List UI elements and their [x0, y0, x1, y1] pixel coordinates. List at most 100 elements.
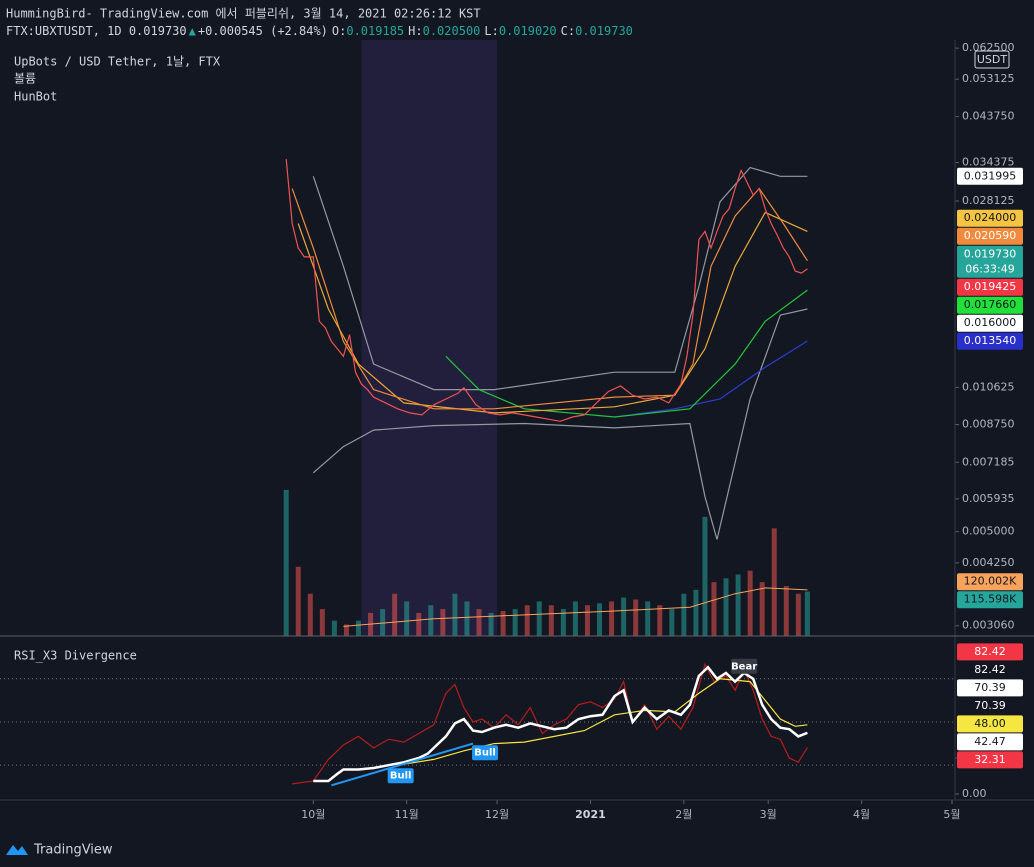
- value-badge: [957, 167, 1023, 185]
- volume-bar: [633, 599, 639, 636]
- rsi-title: RSI_X3 Divergence: [14, 649, 137, 663]
- volume-bar: [356, 620, 362, 636]
- volume-bar: [560, 609, 566, 636]
- volume-bar: [548, 605, 554, 636]
- ohlc-key: O:: [332, 24, 346, 38]
- y-tick-label: 0.028125: [962, 194, 1015, 207]
- value-badge-label: 0.024000: [964, 211, 1017, 224]
- value-badge-label: 0.017660: [964, 298, 1017, 311]
- volume-bar: [428, 605, 434, 636]
- volume-bar: [524, 605, 530, 636]
- value-badge-label: 0.016000: [964, 316, 1017, 329]
- volume-bar: [609, 601, 615, 636]
- value-badge-label: 82.42: [974, 663, 1006, 676]
- x-tick-label: 2월: [675, 808, 692, 821]
- volume-bar: [669, 609, 675, 636]
- value-badge-label: 120.002K: [964, 575, 1017, 588]
- currency-badge: [974, 50, 1010, 69]
- volume-bar: [500, 611, 506, 636]
- value-badge-label: 0.019425: [964, 280, 1017, 293]
- volume-bar: [702, 516, 708, 636]
- value-badge-label: 48.00: [974, 717, 1006, 730]
- change: +0.000545 (+2.84%): [198, 24, 328, 38]
- x-tick-label: 3월: [760, 808, 777, 821]
- annotation-label: Bull: [390, 771, 412, 782]
- series-line: [312, 308, 808, 540]
- volume-bar: [331, 620, 337, 636]
- annotation-badge: [387, 768, 414, 784]
- highlight-band: [361, 40, 498, 636]
- ohlc-value: 0.019020: [499, 24, 557, 38]
- value-badge: [957, 245, 1023, 278]
- legend-volume: 볼륨: [14, 72, 36, 86]
- volume-bar: [723, 578, 729, 636]
- volume-bar: [512, 609, 518, 636]
- value-badge: [957, 643, 1023, 661]
- ohlc-key: H:: [408, 24, 422, 38]
- value-badge-label: 70.39: [974, 681, 1006, 694]
- brand-logo[interactable]: [6, 845, 28, 855]
- y-tick-label: 0.003060: [962, 619, 1015, 632]
- volume-bar: [476, 609, 482, 636]
- value-badge: [957, 751, 1023, 769]
- ohlc-key: C:: [561, 24, 575, 38]
- annotation-badge: [472, 745, 499, 761]
- ohlc-value: 0.019730: [575, 24, 633, 38]
- x-tick-label: 10월: [301, 808, 325, 821]
- y-tick-label: 0.004250: [962, 556, 1015, 569]
- volume-bar: [759, 582, 765, 636]
- series-line: [312, 166, 808, 391]
- value-badge-label: 32.31: [974, 753, 1006, 766]
- x-tick-label: 12월: [485, 808, 509, 821]
- volume-bar: [572, 601, 578, 636]
- y-tick-label: 0.00: [962, 787, 987, 800]
- value-badge: [957, 296, 1023, 314]
- series-line: [313, 665, 808, 783]
- volume-bar: [452, 593, 458, 636]
- y-tick-label: 0.005000: [962, 525, 1015, 538]
- volume-bar: [343, 624, 349, 636]
- y-tick-label: 0.034375: [962, 156, 1015, 169]
- value-badge: [957, 679, 1023, 697]
- y-tick-label: 0.008750: [962, 418, 1015, 431]
- value-badge-label: 82.42: [974, 645, 1006, 658]
- y-tick-label: 0.007185: [962, 455, 1015, 468]
- brand[interactable]: TradingView: [33, 843, 113, 858]
- volume-bar: [464, 601, 470, 636]
- ohlc-value: 0.019185: [346, 24, 404, 38]
- value-badge: [957, 573, 1023, 591]
- value-badge: [957, 715, 1023, 733]
- value-badge-label: 0.020590: [964, 229, 1017, 242]
- value-badge: [957, 733, 1023, 751]
- volume-bar: [645, 601, 651, 636]
- volume-bar: [597, 603, 603, 636]
- volume-bar: [380, 609, 386, 636]
- value-badge-label: 115.598K: [964, 593, 1017, 606]
- value-badge: [957, 591, 1023, 609]
- volume-bar: [804, 591, 810, 636]
- volume-bar: [783, 586, 789, 636]
- volume-bar: [681, 593, 687, 636]
- series-line: [285, 159, 808, 422]
- header-quote: FTX:UBXTUSDT, 1D 0.019730 ▲ +0.000545 (+2.…: [6, 24, 633, 38]
- series-line: [292, 662, 808, 785]
- value-badge: [957, 209, 1023, 227]
- volume-bar: [404, 601, 410, 636]
- header-title: HummingBird- TradingView.com 에서 퍼블리쉬, 3월…: [6, 7, 481, 21]
- volume-bar: [621, 597, 627, 636]
- y-tick-label: 0.043750: [962, 109, 1015, 122]
- currency: USDT: [977, 53, 1008, 66]
- countdown: 06:33:49: [965, 263, 1014, 276]
- y-tick-label: 0.053125: [962, 72, 1015, 85]
- x-tick-label: 2021: [575, 808, 606, 821]
- value-badge-label: 70.39: [974, 699, 1006, 712]
- volume-bar: [693, 589, 699, 636]
- x-tick-label: 4월: [853, 808, 870, 821]
- ohlc-value: 0.020500: [423, 24, 481, 38]
- value-badge-label: 42.47: [974, 735, 1006, 748]
- x-tick-label: 5월: [943, 808, 960, 821]
- legend-indicator: HunBot: [14, 90, 57, 104]
- volume-bar: [392, 593, 398, 636]
